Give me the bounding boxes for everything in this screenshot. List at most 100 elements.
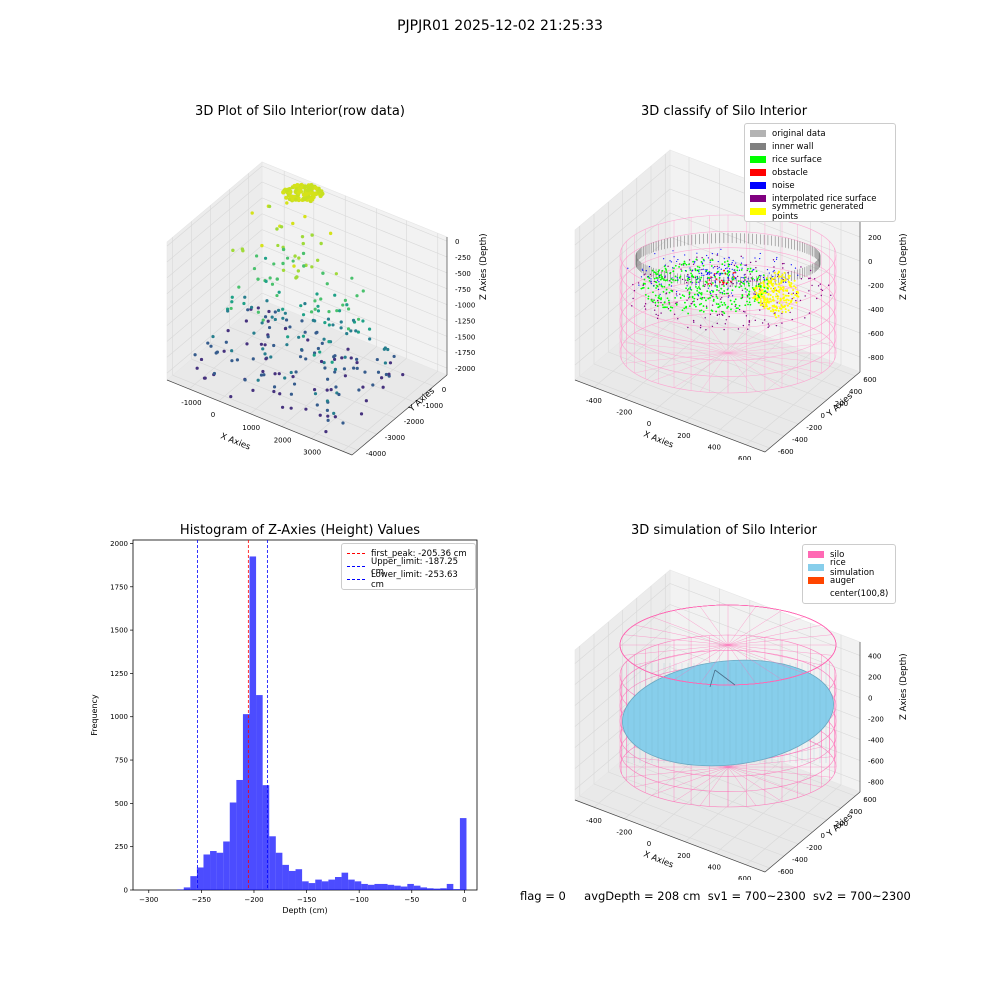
z-axis-label: Z Axies (Depth) — [479, 233, 489, 300]
rice-surface-point — [666, 306, 668, 309]
symmetric-point — [763, 306, 766, 309]
noise-point — [731, 278, 733, 280]
obstacle-point — [710, 276, 712, 278]
gridline — [261, 261, 448, 337]
silo-spoke — [673, 352, 729, 388]
panel1-title: 3D Plot of Silo Interior(row data) — [195, 104, 405, 119]
noise-point — [703, 260, 705, 262]
symmetric-point — [782, 276, 785, 279]
rice-surface-point — [749, 303, 752, 306]
silo-top-spoke — [623, 644, 729, 656]
noise-point — [741, 267, 743, 269]
noise-point — [717, 260, 719, 263]
data-point — [230, 295, 234, 299]
rice-surface-point — [644, 293, 647, 296]
rice-surface-point — [658, 297, 661, 300]
data-point — [386, 347, 390, 352]
histogram-bar — [400, 886, 408, 890]
rice-surface-point — [726, 273, 729, 276]
data-point — [212, 371, 217, 376]
data-point — [243, 295, 247, 299]
rice-surface-point — [679, 275, 682, 278]
noise-point — [731, 268, 733, 270]
rice-surface-point — [684, 306, 687, 309]
rice-surface-point — [727, 305, 730, 308]
obstacle-point — [732, 272, 735, 274]
gridline — [166, 181, 263, 263]
data-point — [279, 225, 284, 229]
interpolated-point — [820, 288, 822, 291]
symmetric-point — [790, 281, 793, 284]
rice-surface-point — [699, 297, 702, 300]
data-point — [318, 194, 323, 199]
histogram-bar — [354, 881, 362, 890]
classify-legend: original data inner wall rice surface obsta… — [744, 123, 896, 222]
noise-point — [752, 269, 754, 271]
status-footer: flag = 0 avgDepth = 208 cm sv1 = 700~230… — [520, 889, 911, 903]
data-point — [263, 256, 268, 260]
rice-surface-point — [685, 287, 688, 290]
z-tick-label: -400 — [868, 306, 884, 314]
interpolated-point — [679, 293, 681, 295]
symmetric-point — [794, 286, 797, 289]
data-point — [334, 385, 338, 389]
noise-point — [720, 268, 722, 270]
histogram-bar — [433, 888, 441, 890]
rice-surface-point — [693, 300, 695, 303]
symmetric-point — [764, 292, 767, 295]
legend-swatch — [750, 195, 766, 202]
symmetric-point — [780, 275, 783, 278]
rice-surface-point — [747, 303, 749, 306]
histogram-bar — [210, 851, 217, 890]
noise-point — [711, 253, 713, 255]
interpolated-point — [692, 301, 694, 303]
symmetric-point — [775, 305, 778, 308]
data-point — [260, 321, 264, 325]
z-tick-label: 400 — [868, 653, 881, 661]
symmetric-point — [768, 300, 771, 303]
silo-spoke — [623, 766, 729, 778]
rice-surface-point — [714, 275, 716, 278]
gridline — [593, 783, 785, 857]
legend-swatch — [808, 590, 824, 597]
interpolated-point — [687, 326, 689, 329]
symmetric-point — [767, 288, 770, 291]
symmetric-point — [790, 307, 793, 310]
noise-point — [660, 283, 662, 285]
rice-surface-point — [648, 279, 651, 282]
noise-point — [762, 276, 765, 279]
rice-surface-point — [679, 297, 682, 299]
interpolated-point — [781, 262, 784, 265]
rice-surface-point — [702, 264, 705, 267]
rice-surface-point — [727, 265, 730, 268]
data-point — [241, 249, 245, 253]
interpolated-point — [781, 322, 783, 324]
x-tick-label: −250 — [192, 896, 211, 904]
y-tick-label: 0 — [442, 386, 446, 394]
noise-point — [706, 268, 708, 271]
interpolated-point — [734, 305, 736, 308]
rice-surface-point — [651, 269, 654, 272]
interpolated-point — [741, 289, 744, 291]
panel3-title: Histogram of Z-Axies (Height) Values — [179, 523, 421, 538]
data-point — [299, 304, 303, 308]
rice-surface-point — [715, 295, 718, 298]
rice-surface-point — [666, 297, 669, 300]
silo-spoke — [727, 766, 805, 796]
interpolated-point — [753, 293, 755, 295]
legend-label: Lower_limit: -253.63 cm — [371, 569, 458, 590]
noise-point — [753, 279, 756, 281]
rice-surface-point — [700, 261, 703, 263]
data-point — [357, 388, 361, 392]
data-point — [256, 306, 260, 310]
noise-point — [672, 250, 674, 252]
rice-surface-point — [654, 272, 657, 274]
gridline — [250, 333, 346, 414]
symmetric-point — [796, 295, 799, 298]
x-tick-label: -400 — [586, 817, 602, 825]
obstacle-point — [733, 276, 735, 278]
z-tick-label: -600 — [868, 758, 884, 766]
data-point — [315, 403, 319, 407]
data-point — [265, 299, 269, 303]
interpolated-point — [773, 266, 775, 268]
